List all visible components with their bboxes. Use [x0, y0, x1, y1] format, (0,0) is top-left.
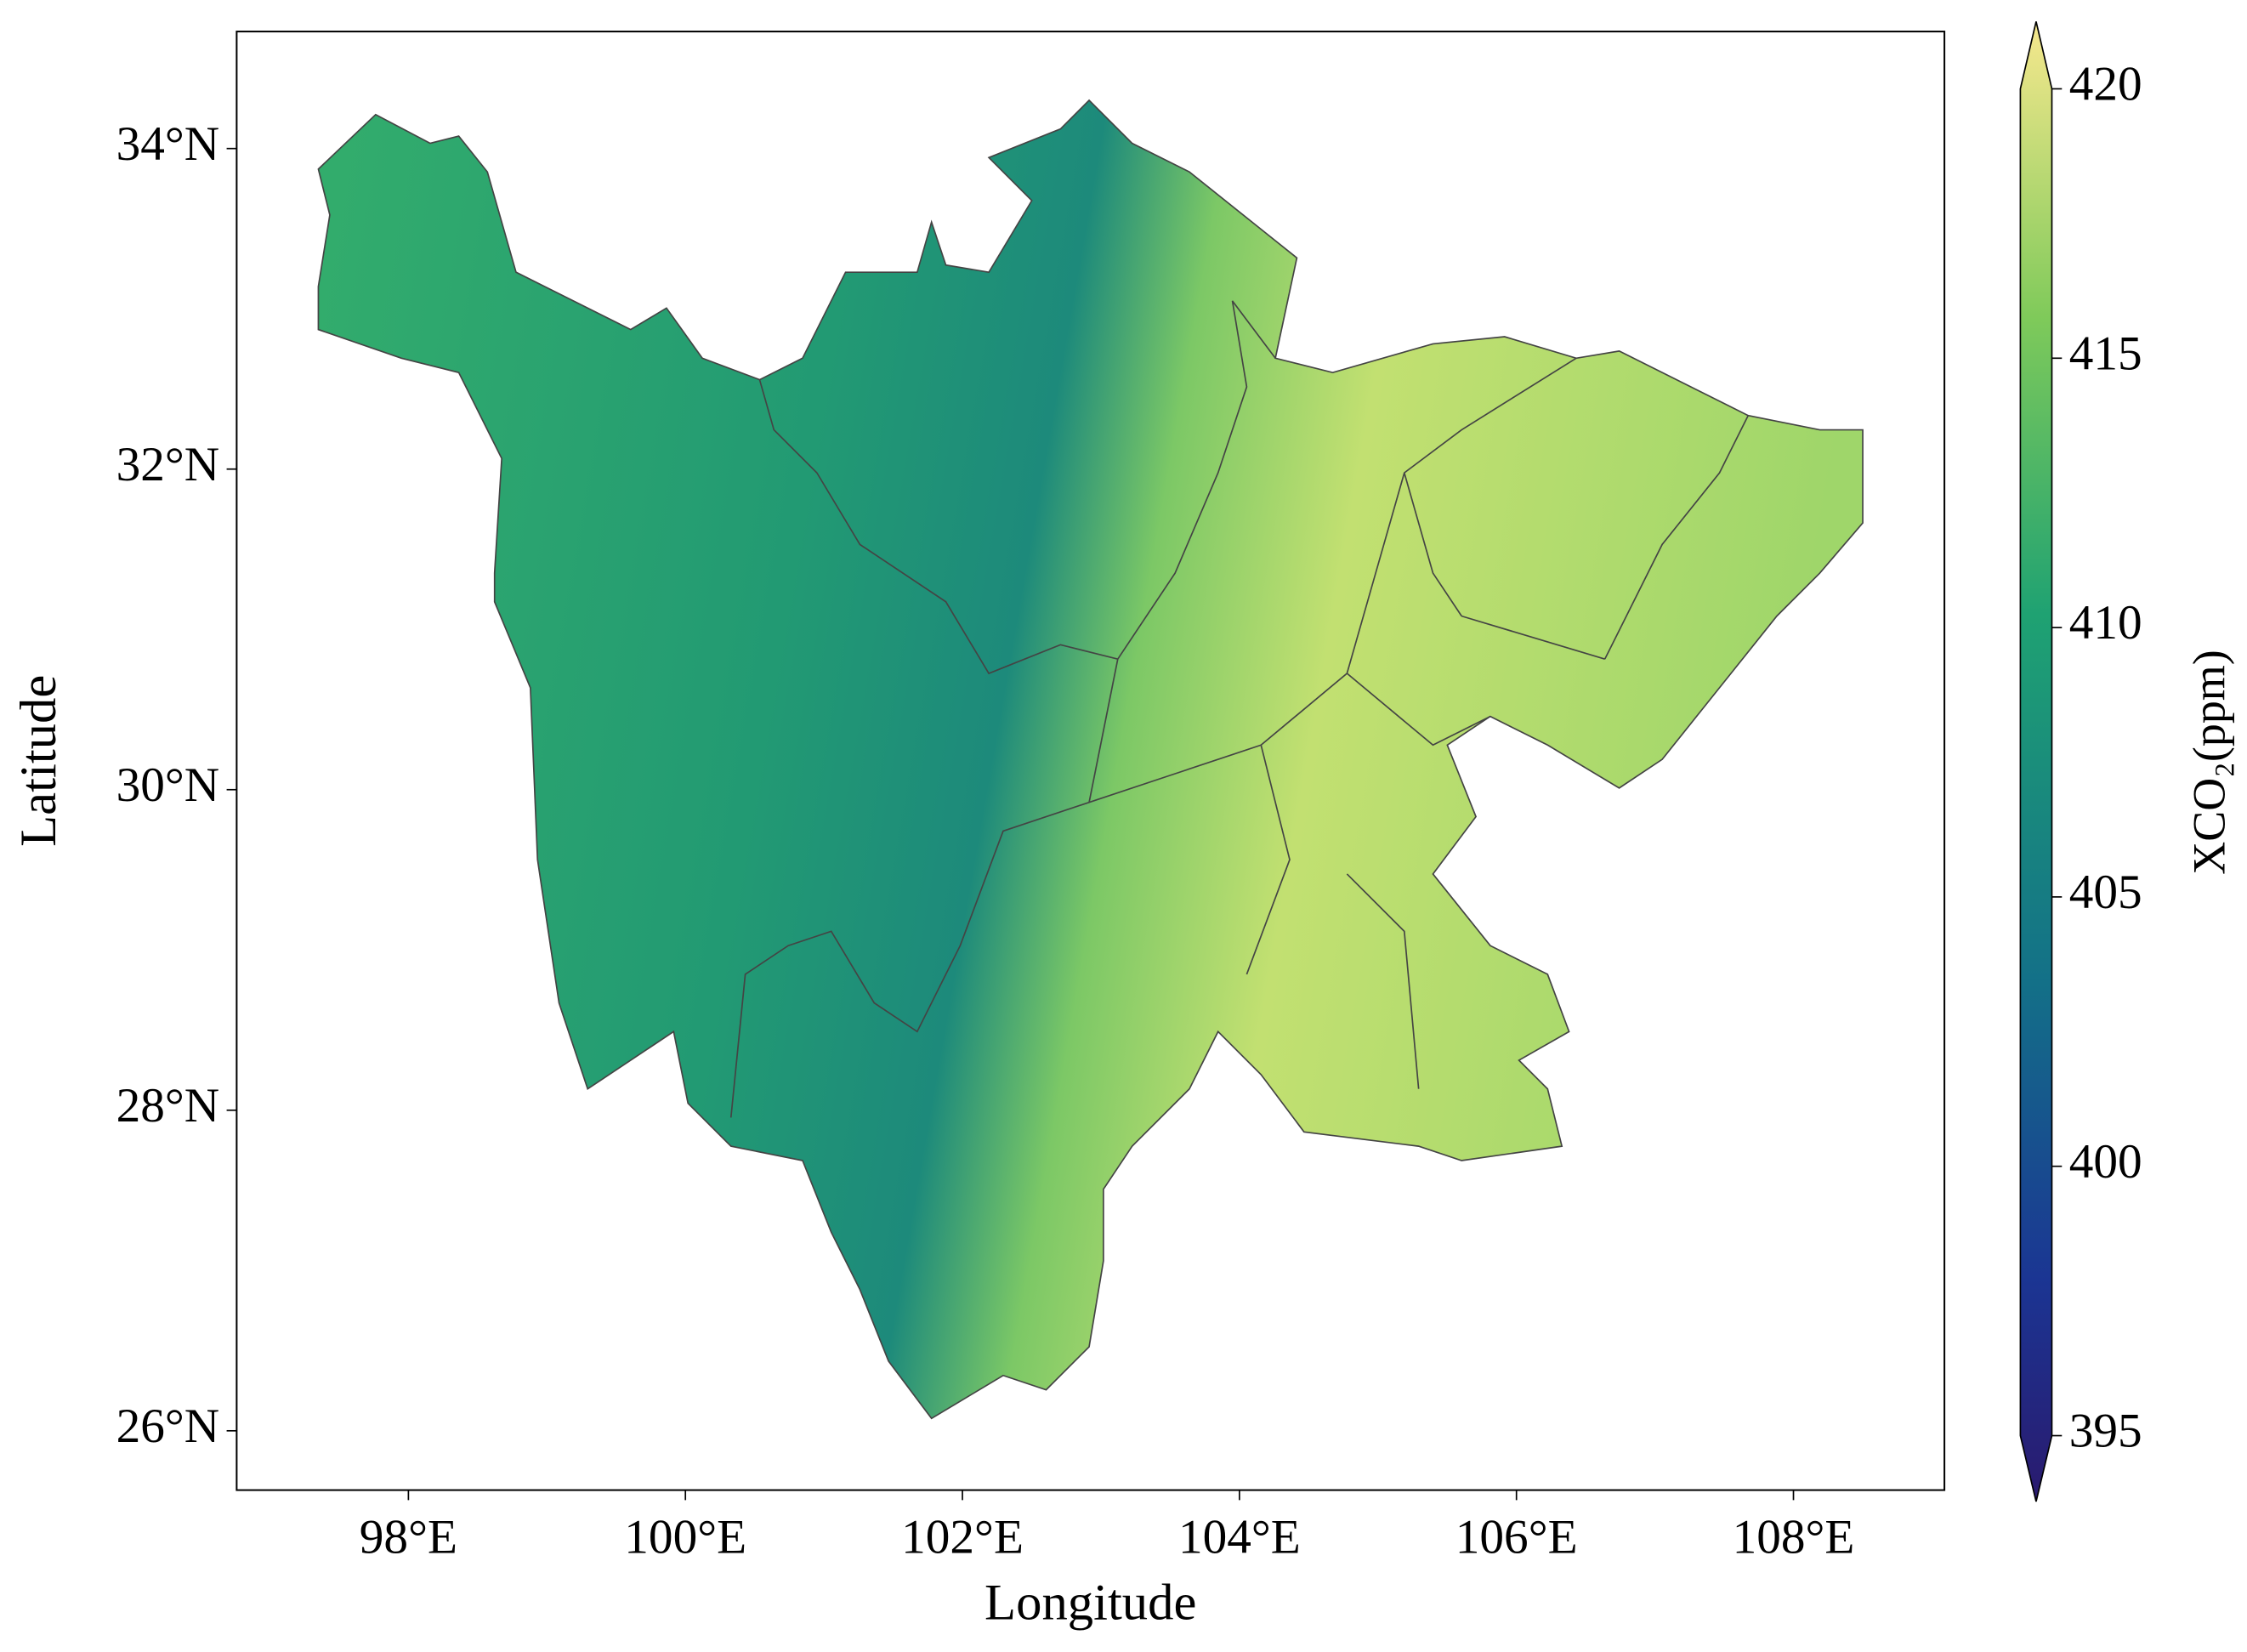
colorbar	[2019, 21, 2053, 1502]
y-tick-label: 32°N	[116, 438, 220, 491]
x-tick-label: 104°E	[1178, 1510, 1301, 1564]
x-tick-label: 106°E	[1455, 1510, 1578, 1564]
x-tick-label: 100°E	[624, 1510, 746, 1564]
x-tick-label: 108°E	[1733, 1510, 1855, 1564]
colorbar-tick-label: 395	[2069, 1405, 2142, 1458]
y-tick-label: 26°N	[116, 1399, 220, 1453]
region-map	[317, 99, 1864, 1420]
x-tick-label: 102°E	[901, 1510, 1024, 1564]
colorbar-tick-label: 410	[2069, 596, 2142, 650]
colorbar-tick-label: 405	[2069, 866, 2142, 919]
y-tick-label: 34°N	[116, 117, 220, 171]
x-axis-label: Longitude	[984, 1575, 1196, 1632]
colorbar-tick-label: 400	[2069, 1135, 2142, 1189]
x-tick-label: 98°E	[360, 1510, 457, 1564]
plot-frame	[235, 31, 1946, 1491]
colorbar-tick-label: 415	[2069, 326, 2142, 380]
colorbar-tick-label: 420	[2069, 58, 2142, 111]
colorbar-label: XCO₂(ppm)	[2183, 650, 2234, 874]
district-boundaries	[729, 300, 1749, 1118]
y-axis-label: Latitude	[10, 675, 67, 847]
y-tick-label: 30°N	[116, 758, 220, 812]
y-tick-label: 28°N	[116, 1079, 220, 1133]
